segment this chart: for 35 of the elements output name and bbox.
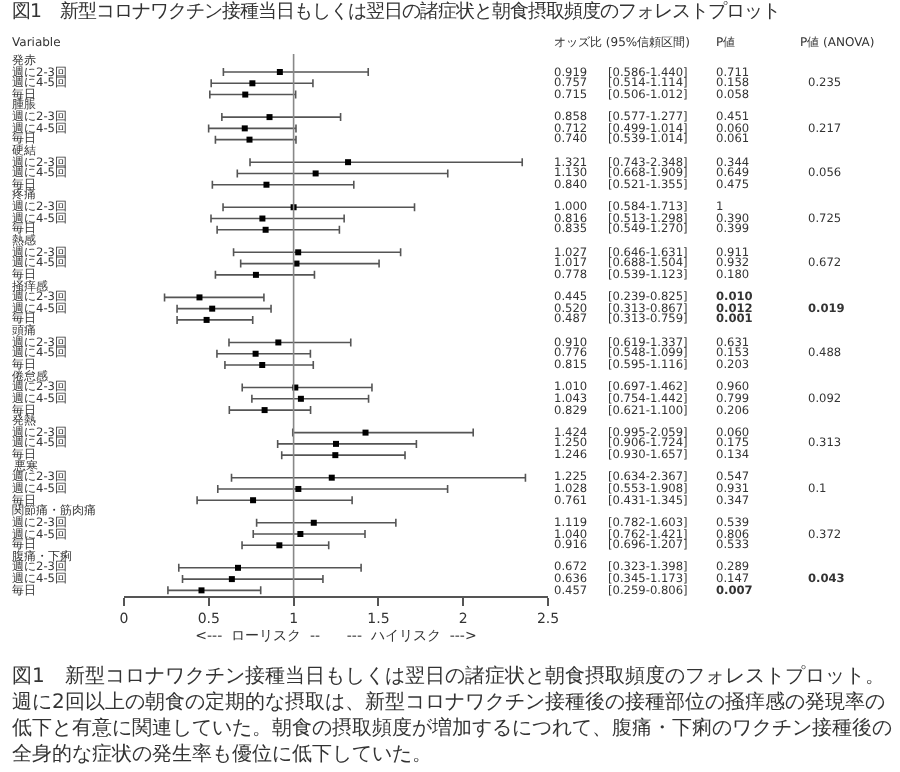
point <box>252 271 259 278</box>
point <box>249 80 256 87</box>
point <box>234 564 241 571</box>
point <box>275 339 282 346</box>
point <box>228 576 235 583</box>
point <box>263 181 270 188</box>
point <box>196 294 203 301</box>
point <box>262 226 269 233</box>
point <box>297 531 304 538</box>
point <box>261 407 268 414</box>
point <box>259 362 266 368</box>
point <box>333 440 339 447</box>
point <box>297 395 304 402</box>
chart-title: 図1 新型コロナワクチン接種当日もしくは翌日の諸症状と朝食摂取頻度のフォレストプロット <box>12 1 780 24</box>
point <box>312 170 319 177</box>
point <box>328 474 335 481</box>
point <box>203 316 210 323</box>
point <box>250 497 257 504</box>
point <box>295 485 302 492</box>
point <box>198 587 205 594</box>
point <box>310 519 317 526</box>
point <box>246 136 253 143</box>
point <box>209 305 216 312</box>
caption: 図1 新型コロナワクチン接種当日もしくは翌日の諸症状と朝食摂取頻度のフォレストプロット。週に2回以上の朝食の定期的な摂取は、新型コロナワクチン接種後の接種部位の掻痒感の発現率の低下と有意に関連していた。朝食の摂取頻度が増加するにつれて、腹痛・下痢のワクチン接種後の全身的な症状の発生率も優位に低下していた。 <box>12 664 892 766</box>
point <box>252 350 259 357</box>
point <box>259 215 266 222</box>
point <box>266 114 273 121</box>
point <box>241 125 248 132</box>
point <box>276 69 283 76</box>
point <box>345 159 352 166</box>
point <box>295 249 302 256</box>
point <box>276 542 283 549</box>
point <box>242 91 249 98</box>
point <box>332 452 339 459</box>
point <box>362 429 369 436</box>
